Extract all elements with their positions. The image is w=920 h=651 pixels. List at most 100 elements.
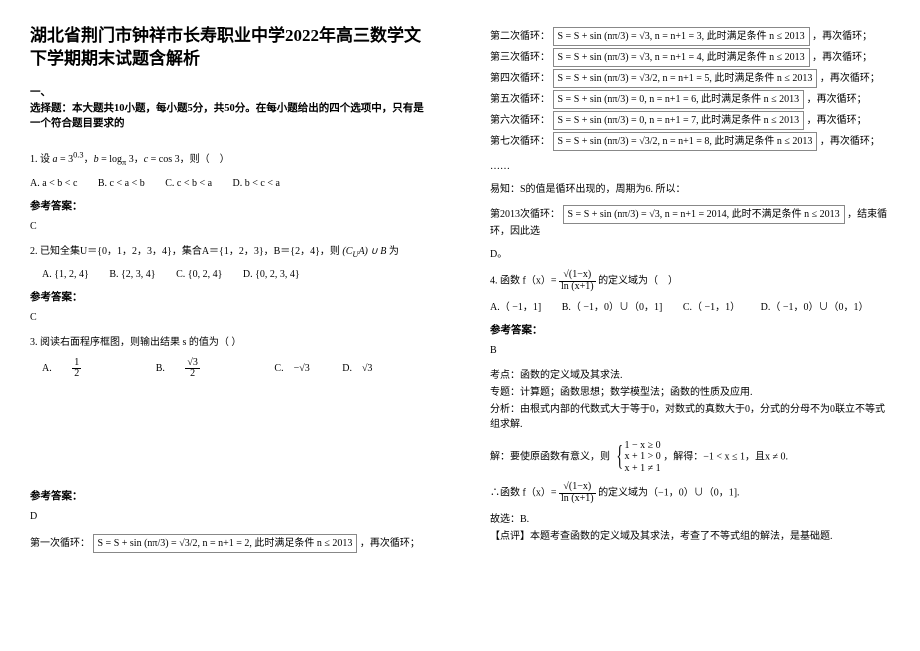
q4-so-pre: ∴函数 f（x）=: [490, 488, 556, 499]
loop2013-eq: S = S + sin (nπ/3) = √3, n = n+1 = 2014,…: [563, 205, 845, 224]
loop6: 第六次循环： S = S + sin (nπ/3) = 0, n = n+1 =…: [490, 111, 890, 130]
loop2013: 第2013次循环： S = S + sin (nπ/3) = √3, n = n…: [490, 205, 890, 239]
page: 湖北省荆门市钟祥市长寿职业中学2022年高三数学文下学期期末试题含解析 一、 选…: [0, 0, 920, 651]
q3-ans-label: 参考答案：: [30, 489, 430, 505]
brace-icon: {: [616, 443, 623, 471]
loop7-eq: S = S + sin (nπ/3) = √3/2, n = n+1 = 8, …: [553, 132, 818, 151]
loop2-label: 第二次循环：: [490, 31, 550, 42]
loop1: 第一次循环： S = S + sin (nπ/3) = √3/2, n = n+…: [30, 534, 430, 553]
loop5-tail: ，再次循环；: [807, 94, 867, 105]
loop3-eq: S = S + sin (nπ/3) = √3, n = n+1 = 4, 此时…: [553, 48, 810, 67]
sys2: x + 1 > 0: [624, 451, 660, 463]
q4-zt: 专题：计算题；函数思想；数学模型法；函数的性质及应用.: [490, 385, 890, 400]
loop5-label: 第五次循环：: [490, 94, 550, 105]
q3-stem: 3. 阅读右面程序框图，则输出结果 s 的值为（ ）: [30, 335, 430, 350]
loop2013-label: 第2013次循环：: [490, 209, 560, 220]
sys1: 1 − x ≥ 0: [624, 440, 660, 452]
loop4-tail: ，再次循环；: [820, 73, 880, 84]
loop6-tail: ，再次循环；: [807, 115, 867, 126]
q1-text: 1. 设 a = 30.3，b = logπ 3，c = cos 3，则（ ）: [30, 154, 230, 165]
section-desc: 选择题：本大题共10小题，每小题5分，共50分。在每小题给出的四个选项中，只有是…: [30, 103, 424, 130]
q3-A-den: 2: [72, 369, 81, 380]
q2-B: B. {2, 3, 4}: [109, 269, 155, 280]
q2-ans: C: [30, 310, 430, 325]
left-column: 湖北省荆门市钟祥市长寿职业中学2022年高三数学文下学期期末试题含解析 一、 选…: [0, 0, 460, 651]
q4-gx: 故选：B.: [490, 512, 890, 527]
q2-options: A. {1, 2, 4} B. {2, 3, 4} C. {0, 2, 4} D…: [30, 267, 430, 282]
loop7-tail: ，再次循环；: [820, 136, 880, 147]
loop5: 第五次循环： S = S + sin (nπ/3) = 0, n = n+1 =…: [490, 90, 890, 109]
section-head: 一、 选择题：本大题共10小题，每小题5分，共50分。在每小题给出的四个选项中，…: [30, 85, 430, 132]
q4-ans-label: 参考答案：: [490, 323, 890, 339]
q4-dp: 【点评】本题考查函数的定义域及其求法，考查了不等式组的解法，是基础题.: [490, 529, 890, 544]
q3-B-pre: B.: [156, 363, 165, 374]
q2-ans-label: 参考答案：: [30, 290, 430, 306]
loop7-label: 第七次循环：: [490, 136, 550, 147]
loop4-label: 第四次循环：: [490, 73, 550, 84]
q3-B-den: 2: [185, 369, 200, 380]
q1-stem: 1. 设 a = 30.3，b = logπ 3，c = cos 3，则（ ）: [30, 150, 430, 170]
q4-so-den: ln (x+1): [559, 494, 596, 505]
loop1-tail: ，再次循环；: [360, 537, 420, 548]
loop6-eq: S = S + sin (nπ/3) = 0, n = n+1 = 7, 此时满…: [553, 111, 805, 130]
loop2-tail: ，再次循环；: [812, 31, 872, 42]
q1-D: D. b < c < a: [233, 178, 280, 189]
q3-B: B. √32: [156, 363, 239, 374]
loop6-label: 第六次循环：: [490, 115, 550, 126]
q4-fx: 分析：由根式内部的代数式大于等于0，对数式的真数大于0，分式的分母不为0联立不等…: [490, 402, 890, 432]
loop-final: D。: [490, 247, 890, 262]
q4-system: 1 − x ≥ 0 x + 1 > 0 x + 1 ≠ 1: [624, 440, 660, 475]
q3-D: D. √3: [342, 363, 372, 374]
q4-jie-pre: 解：要使原函数有意义，则: [490, 451, 610, 462]
doc-title: 湖北省荆门市钟祥市长寿职业中学2022年高三数学文下学期期末试题含解析: [30, 25, 430, 71]
q4-C: C.（ −1，1）: [683, 302, 740, 313]
right-column: 第二次循环： S = S + sin (nπ/3) = √3, n = n+1 …: [460, 0, 920, 651]
loop4-eq: S = S + sin (nπ/3) = √3/2, n = n+1 = 5, …: [553, 69, 818, 88]
q4-jie: 解：要使原函数有意义，则 { 1 − x ≥ 0 x + 1 > 0 x + 1…: [490, 440, 890, 475]
q1-C: C. c < b < a: [165, 178, 212, 189]
q4-frac: √(1−x) ln (x+1): [559, 270, 596, 292]
loop1-label: 第一次循环：: [30, 537, 90, 548]
q4-post: 的定义域为（ ）: [598, 275, 678, 286]
q2-text: 2. 已知全集U＝{0，1，2，3，4}，集合A＝{1，2，3}，B＝{2，4}…: [30, 246, 399, 257]
q3-A-pre: A.: [42, 363, 52, 374]
loop3-tail: ，再次循环；: [812, 52, 872, 63]
q2-A: A. {1, 2, 4}: [42, 269, 89, 280]
q4-kp: 考点：函数的定义域及其求法.: [490, 368, 890, 383]
q4-so: ∴函数 f（x）= √(1−x) ln (x+1) 的定义域为（−1，0）∪（0…: [490, 482, 890, 504]
q4-ans: B: [490, 343, 890, 358]
loop-dots: ……: [490, 159, 890, 174]
q2-D: D. {0, 2, 3, 4}: [243, 269, 300, 280]
q4-stem: 4. 函数 f（x）= √(1−x) ln (x+1) 的定义域为（ ）: [490, 270, 890, 292]
q1-ans: C: [30, 219, 430, 234]
loop5-eq: S = S + sin (nπ/3) = 0, n = n+1 = 6, 此时满…: [553, 90, 805, 109]
q4-options: A.（ −1，1] B.（ −1，0）∪（0，1] C.（ −1，1） D.（ …: [490, 300, 890, 315]
q3-options: A. 12 B. √32 C. −√3 D. √3: [30, 358, 430, 380]
q2-stem: 2. 已知全集U＝{0，1，2，3，4}，集合A＝{1，2，3}，B＝{2，4}…: [30, 244, 430, 261]
loop1-eq: S = S + sin (nπ/3) = √3/2, n = n+1 = 2, …: [93, 534, 358, 553]
q4-jie-post: ，解得：−1 < x ≤ 1，且x ≠ 0.: [663, 451, 788, 462]
loop2: 第二次循环： S = S + sin (nπ/3) = √3, n = n+1 …: [490, 27, 890, 46]
q4-so-frac: √(1−x) ln (x+1): [559, 482, 596, 504]
loop3-label: 第三次循环：: [490, 52, 550, 63]
q1-A: A. a < b < c: [30, 178, 77, 189]
q4-A: A.（ −1，1]: [490, 302, 541, 313]
q4-B: B.（ −1，0）∪（0，1]: [562, 302, 663, 313]
loop3: 第三次循环： S = S + sin (nπ/3) = √3, n = n+1 …: [490, 48, 890, 67]
q1-ans-label: 参考答案：: [30, 199, 430, 215]
flowchart-placeholder: [110, 386, 220, 481]
q3-C: C. −√3: [274, 363, 309, 374]
q4-D: D.（ −1，0）∪（0，1）: [761, 302, 869, 313]
q4-pre: 4. 函数 f（x）=: [490, 275, 556, 286]
loop-note: 易知：S的值是循环出现的，周期为6. 所以：: [490, 182, 890, 197]
q3-A: A. 12: [42, 363, 120, 374]
sys3: x + 1 ≠ 1: [624, 463, 660, 475]
q4-den: ln (x+1): [559, 282, 596, 293]
q3-ans: D: [30, 509, 430, 524]
loop7: 第七次循环： S = S + sin (nπ/3) = √3/2, n = n+…: [490, 132, 890, 151]
q4-so-post: 的定义域为（−1，0）∪（0，1].: [598, 488, 739, 499]
q1-B: B. c < a < b: [98, 178, 145, 189]
q2-C: C. {0, 2, 4}: [176, 269, 222, 280]
q4-num: √(1−x): [559, 270, 596, 282]
loop4: 第四次循环： S = S + sin (nπ/3) = √3/2, n = n+…: [490, 69, 890, 88]
